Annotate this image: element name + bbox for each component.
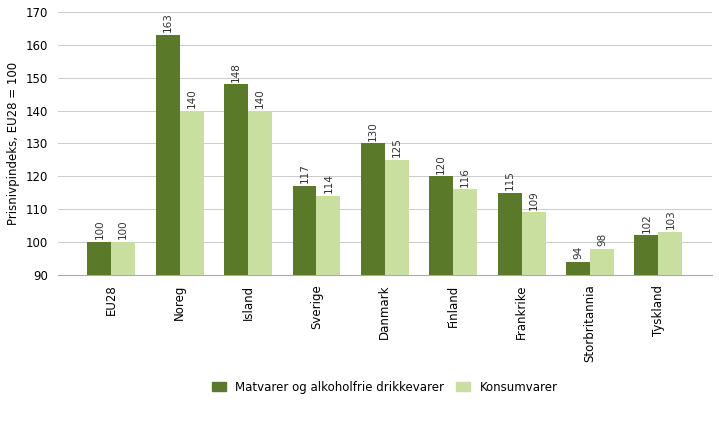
Bar: [156, 35, 180, 275]
Text: 115: 115: [505, 170, 515, 190]
Text: 100: 100: [118, 220, 128, 239]
Text: 103: 103: [665, 210, 675, 230]
Bar: [316, 196, 340, 275]
Bar: [248, 110, 272, 275]
Text: 130: 130: [368, 121, 378, 141]
Bar: [293, 186, 316, 275]
Bar: [224, 84, 248, 275]
Text: 102: 102: [641, 213, 651, 233]
Text: 140: 140: [187, 88, 196, 108]
Bar: [361, 143, 385, 275]
Text: 94: 94: [573, 246, 583, 259]
Text: 114: 114: [324, 173, 334, 193]
Text: 148: 148: [231, 62, 241, 82]
Bar: [180, 110, 203, 275]
Text: 140: 140: [255, 88, 265, 108]
Text: 163: 163: [162, 12, 173, 32]
Bar: [453, 190, 477, 275]
Text: 100: 100: [94, 220, 104, 239]
Legend: Matvarer og alkoholfrie drikkevarer, Konsumvarer: Matvarer og alkoholfrie drikkevarer, Kon…: [212, 380, 558, 394]
Bar: [521, 212, 546, 275]
Text: 98: 98: [597, 232, 607, 246]
Text: 120: 120: [436, 154, 446, 173]
Bar: [659, 232, 682, 275]
Bar: [429, 176, 453, 275]
Bar: [634, 235, 659, 275]
Y-axis label: Prisnivpindeks, EU28 = 100: Prisnivpindeks, EU28 = 100: [7, 62, 20, 225]
Text: 109: 109: [528, 190, 539, 210]
Bar: [590, 249, 614, 275]
Bar: [498, 193, 521, 275]
Bar: [566, 262, 590, 275]
Bar: [111, 242, 135, 275]
Text: 117: 117: [300, 164, 309, 184]
Bar: [385, 160, 409, 275]
Bar: [87, 242, 111, 275]
Text: 116: 116: [460, 167, 470, 187]
Text: 125: 125: [392, 137, 402, 157]
